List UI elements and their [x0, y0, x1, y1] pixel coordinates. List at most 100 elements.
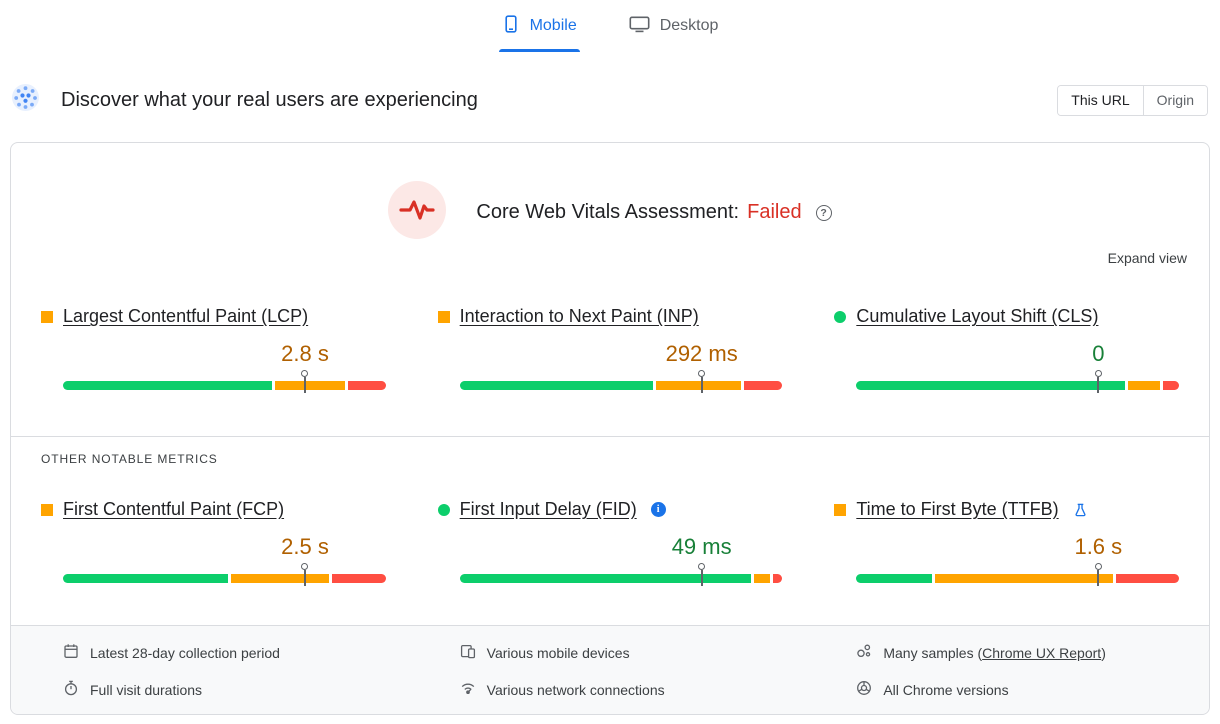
metric-fcp: First Contentful Paint (FCP) 2.5 s: [41, 499, 386, 586]
chrome-versions-text: All Chrome versions: [883, 681, 1009, 698]
p75-marker: [301, 370, 309, 396]
heartbeat-pulse-icon: [388, 181, 447, 244]
samples-item: Many samples (Chrome UX Report): [834, 643, 1179, 662]
distribution-bar: [856, 370, 1179, 393]
collection-period-text: Latest 28-day collection period: [90, 644, 280, 661]
assessment-result: Failed: [747, 201, 802, 223]
metric-value: 0: [1092, 341, 1105, 366]
help-icon[interactable]: ?: [815, 204, 832, 221]
expand-row: Expand view: [11, 244, 1209, 268]
bar-segment-ni: [1128, 381, 1161, 390]
status-bullet: [41, 503, 53, 516]
stopwatch-icon: [63, 680, 79, 699]
chrome-versions-item: All Chrome versions: [834, 680, 1179, 699]
bar-segment-poor: [1163, 381, 1179, 390]
metric-link-ttfb[interactable]: Time to First Byte (TTFB): [856, 499, 1059, 519]
bar-segment-ni: [655, 381, 742, 390]
metric-ttfb: Time to First Byte (TTFB) 1.6 s: [834, 499, 1179, 586]
assessment-label: Core Web Vitals Assessment:: [476, 201, 740, 223]
metric-link-fcp[interactable]: First Contentful Paint (FCP): [63, 499, 285, 519]
samples-text: Many samples (Chrome UX Report): [883, 645, 1106, 661]
bar-segment-good: [63, 574, 228, 583]
chrome-icon: [856, 680, 872, 699]
distribution-bar: [63, 563, 386, 586]
tab-desktop-label: Desktop: [659, 17, 719, 34]
metric-link-lcp[interactable]: Largest Contentful Paint (LCP): [63, 306, 309, 326]
distribution-bar: [459, 563, 783, 586]
network-signal-icon: [460, 680, 476, 699]
bar-segment-poor: [772, 574, 783, 583]
assessment-header: Core Web Vitals Assessment: Failed ?: [11, 143, 1209, 244]
chrome-ux-report-link[interactable]: Chrome UX Report: [982, 644, 1102, 661]
network-item: Various network connections: [438, 680, 783, 699]
status-bullet: [834, 503, 847, 516]
metric-inp: Interaction to Next Paint (INP) 292 ms: [437, 306, 783, 393]
field-data-icon: [12, 84, 39, 116]
bar-segment-good: [63, 381, 272, 390]
durations-item: Full visit durations: [41, 680, 386, 699]
p75-marker: [1094, 370, 1102, 396]
bar-segment-poor: [331, 574, 386, 583]
info-icon[interactable]: i: [650, 502, 666, 517]
bar-segment-ni: [230, 574, 329, 583]
metric-link-inp[interactable]: Interaction to Next Paint (INP): [459, 306, 699, 326]
core-web-vitals-card: Core Web Vitals Assessment: Failed ? Exp…: [10, 142, 1210, 715]
metric-cls: Cumulative Layout Shift (CLS) 0: [834, 306, 1179, 393]
other-metrics-label: OTHER NOTABLE METRICS: [41, 452, 218, 466]
tab-mobile-label: Mobile: [529, 17, 577, 34]
metric-value: 2.8 s: [281, 341, 329, 366]
distribution-bar: [63, 370, 386, 393]
tab-mobile[interactable]: Mobile: [498, 0, 580, 52]
status-bullet: [41, 310, 53, 323]
mobile-devices-icon: [460, 643, 476, 662]
bar-segment-good: [856, 381, 1126, 390]
bar-segment-poor: [744, 381, 783, 390]
bar-segment-poor: [1115, 574, 1179, 583]
metric-fid: First Input Delay (FID) i 49 ms: [437, 499, 783, 586]
metric-link-fid[interactable]: First Input Delay (FID): [459, 499, 637, 519]
section-divider: [11, 436, 1209, 437]
metric-value: 1.6 s: [1074, 534, 1123, 559]
distribution-bar: [459, 370, 783, 393]
p75-marker: [1094, 563, 1102, 589]
desktop-monitor-icon: [629, 15, 650, 38]
p75-marker: [698, 370, 706, 396]
expand-view-link[interactable]: Expand view: [1107, 250, 1187, 266]
samples-suffix: ): [1101, 644, 1106, 661]
metric-link-cls[interactable]: Cumulative Layout Shift (CLS): [856, 306, 1099, 326]
bar-segment-ni: [754, 574, 770, 583]
p75-marker: [301, 563, 309, 589]
origin-button[interactable]: Origin: [1142, 85, 1207, 115]
this-url-button[interactable]: This URL: [1058, 85, 1143, 115]
samples-cluster-icon: [856, 643, 872, 662]
collection-period-item: Latest 28-day collection period: [41, 643, 386, 662]
bar-segment-good: [856, 574, 933, 583]
device-tabs: Mobile Desktop: [0, 0, 1220, 52]
mobile-phone-icon: [502, 14, 520, 38]
data-collection-footer: Latest 28-day collection period Various …: [11, 625, 1209, 714]
bar-segment-good: [459, 381, 653, 390]
devices-text: Various mobile devices: [486, 644, 630, 661]
bar-segment-ni: [935, 574, 1113, 583]
tab-desktop[interactable]: Desktop: [626, 0, 722, 52]
calendar-icon: [63, 643, 79, 662]
scope-toggle: This URL Origin: [1057, 84, 1208, 116]
metric-value: 292 ms: [665, 341, 738, 366]
durations-text: Full visit durations: [90, 681, 203, 698]
bar-segment-ni: [275, 381, 345, 390]
bar-segment-poor: [347, 381, 386, 390]
active-tab-underline: [498, 49, 580, 52]
assessment-text: Core Web Vitals Assessment: Failed ?: [476, 201, 832, 224]
other-metrics-grid: First Contentful Paint (FCP) 2.5 s First…: [11, 499, 1209, 586]
devices-item: Various mobile devices: [438, 643, 783, 662]
bar-segment-good: [459, 574, 751, 583]
experiment-flask-icon[interactable]: [1073, 502, 1088, 518]
page-title: Discover what your real users are experi…: [61, 88, 478, 111]
core-metrics-grid: Largest Contentful Paint (LCP) 2.8 s Int…: [11, 306, 1209, 393]
samples-prefix: Many samples (: [883, 644, 983, 661]
network-text: Various network connections: [486, 681, 665, 698]
field-data-header: Discover what your real users are experi…: [12, 78, 1208, 122]
status-bullet: [834, 310, 847, 323]
metric-value: 2.5 s: [281, 534, 329, 559]
